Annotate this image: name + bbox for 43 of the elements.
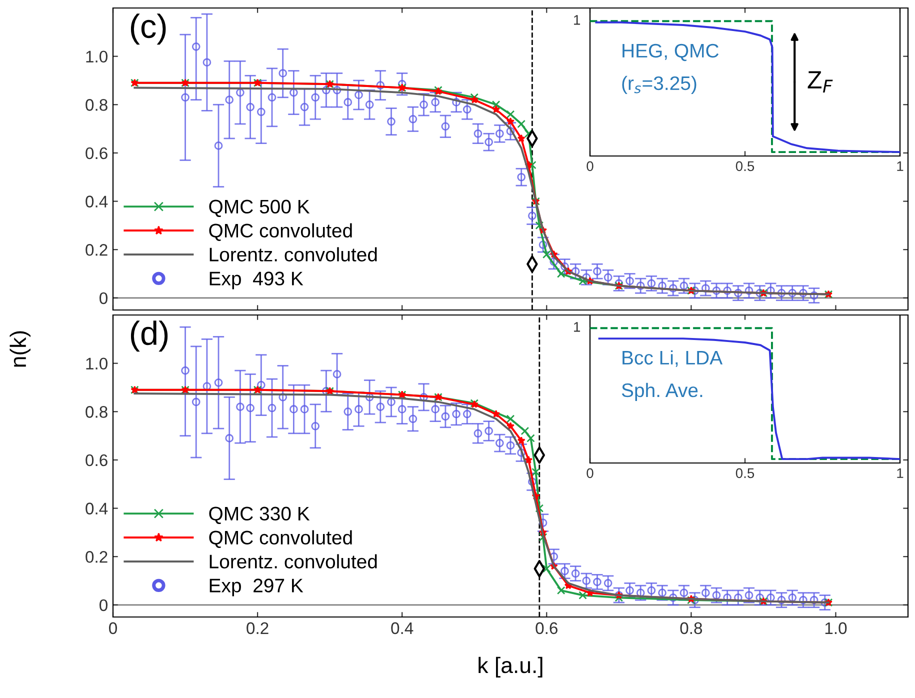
x-tick-label: 0.5 bbox=[736, 161, 754, 172]
x-tick-label: 0 bbox=[586, 468, 594, 478]
x-tick-label: 0.4 bbox=[391, 622, 414, 634]
y-tick-label: 0.6 bbox=[86, 147, 108, 160]
x-tick-label: 0.2 bbox=[246, 622, 268, 634]
y-tick-label: 1.0 bbox=[86, 358, 108, 370]
annotation: Bcc Li, LDA bbox=[622, 350, 723, 367]
y-tick-label: 0.8 bbox=[86, 99, 108, 111]
legend-label: Exp 493 K bbox=[210, 272, 304, 290]
x-axis-title: k [a.u.] bbox=[478, 656, 542, 678]
x-tick-label: 0 bbox=[109, 622, 117, 634]
x-tick-label: 1.0 bbox=[825, 622, 847, 634]
legend-label: Lorentz. convoluted bbox=[210, 554, 377, 568]
y-tick-label: 0.4 bbox=[86, 502, 108, 514]
legend-label: QMC convoluted bbox=[209, 530, 352, 548]
y-tick-label: 1.0 bbox=[86, 50, 108, 63]
annotation: (r$_{s}$=3.25) bbox=[622, 76, 696, 94]
annotation: (c) bbox=[130, 14, 166, 45]
x-tick-label: 1 bbox=[897, 468, 904, 478]
x-tick-label: 0.8 bbox=[680, 622, 702, 634]
legend-label: QMC 500 K bbox=[209, 200, 310, 218]
y-tick-label: 0.2 bbox=[86, 244, 108, 256]
y-tick-label: 0.6 bbox=[86, 454, 108, 466]
y-tick-label: 0.2 bbox=[86, 551, 108, 563]
y-tick-label: 0 bbox=[100, 599, 108, 612]
annotation: Z$_{F}$ bbox=[808, 71, 833, 93]
x-tick-label: 0.6 bbox=[536, 622, 558, 634]
annotation: 1 bbox=[574, 322, 580, 332]
annotation: (d) bbox=[130, 320, 168, 352]
x-tick-label: 0 bbox=[586, 161, 594, 172]
x-tick-label: 1 bbox=[897, 161, 904, 171]
annotation: HEG, QMC bbox=[622, 44, 719, 62]
legend-label: Exp 297 K bbox=[210, 578, 304, 596]
annotation: Sph. Ave. bbox=[622, 382, 702, 402]
y-tick-label: 0 bbox=[100, 292, 108, 304]
y-tick-label: 0.4 bbox=[86, 196, 108, 208]
legend-label: Lorentz. convoluted bbox=[210, 247, 377, 262]
x-tick-label: 0.5 bbox=[736, 468, 754, 478]
y-tick-label: 0.8 bbox=[86, 406, 108, 418]
legend-label: QMC convoluted bbox=[209, 223, 352, 241]
y-axis-title: n(k) bbox=[10, 331, 30, 367]
legend-label: QMC 330 K bbox=[209, 506, 310, 524]
annotation: 1 bbox=[574, 15, 580, 25]
